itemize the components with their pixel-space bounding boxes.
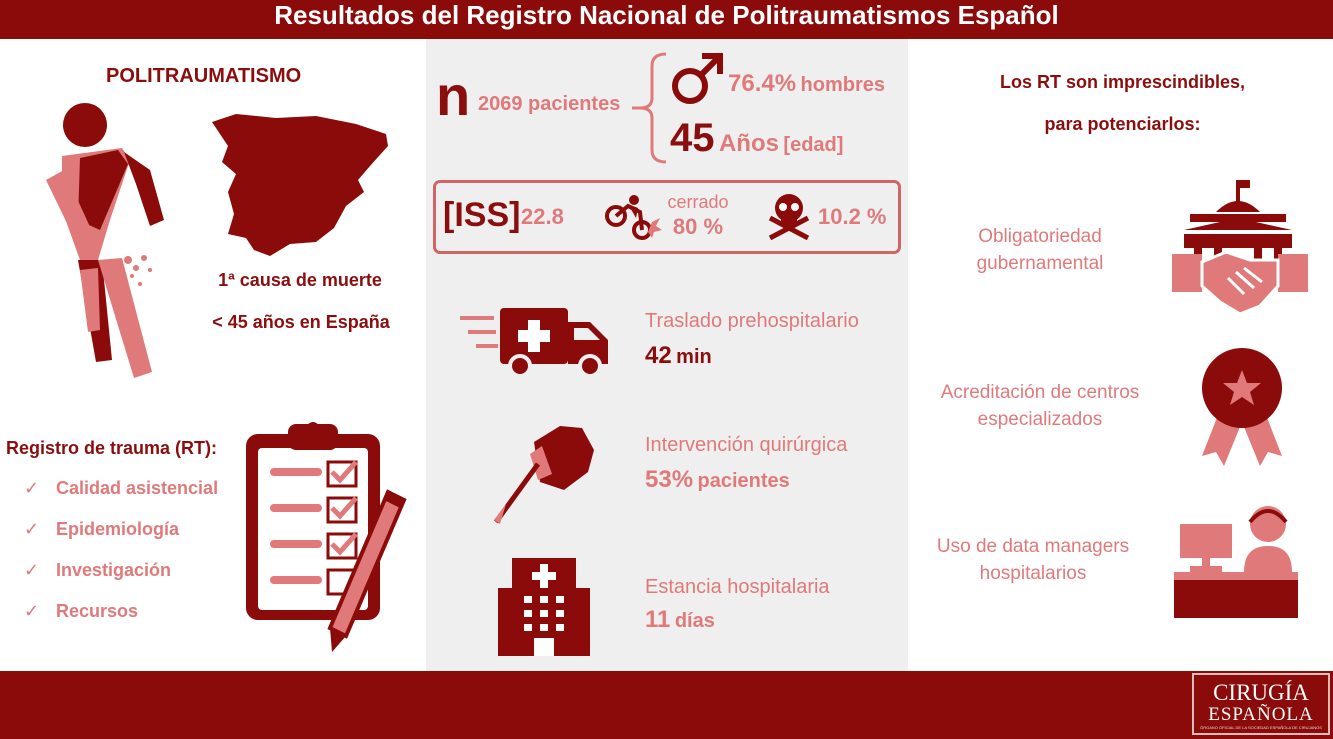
list-item: ✓ Epidemiología — [24, 519, 244, 560]
iss-box — [433, 180, 901, 254]
page-title: Resultados del Registro Nacional de Poli… — [274, 0, 1059, 30]
cause-line-2: < 45 años en España — [212, 312, 390, 332]
n-letter: n — [436, 64, 471, 127]
patients-count: 2069 pacientes — [478, 93, 621, 115]
male-symbol-icon — [672, 53, 723, 104]
item2-line-1: Acreditación de centros — [940, 382, 1140, 403]
check-icon: ✓ — [24, 519, 40, 539]
iss-value: 22.8 — [521, 204, 564, 229]
rt-heading-line-1: Los RT son imprescindibles, — [999, 72, 1246, 92]
stay-stat: 11 días — [645, 606, 715, 634]
registry-item-label: Calidad asistencial — [56, 478, 219, 498]
cause-line-1: 1ª causa de muerte — [218, 270, 382, 290]
male-label: hombres — [800, 74, 885, 96]
logo-subtitle: ÓRGANO OFICIAL DE LA SOCIEDAD ESPAÑOLA D… — [1200, 725, 1322, 730]
government-handshake-icon — [1172, 180, 1308, 316]
rt-heading-line-2: para potenciarlos: — [1044, 114, 1201, 134]
closed-value: 80 % — [672, 214, 724, 239]
item2-line-2: especializados — [977, 409, 1103, 430]
injured-person-icon — [46, 103, 164, 378]
transfer-stat: 42 min — [645, 342, 712, 370]
journal-logo: CIRUGÍA ESPAÑOLA ÓRGANO OFICIAL DE LA SO… — [1192, 673, 1330, 735]
skull-crossbones-icon — [768, 194, 810, 240]
stay-unit: días — [674, 610, 715, 632]
registry-list: ✓ Calidad asistencial ✓ Epidemiología ✓ Inv… — [24, 478, 244, 642]
transfer-unit: min — [676, 346, 712, 368]
closed-label: cerrado — [667, 192, 729, 212]
list-item: ✓ Calidad asistencial — [24, 478, 244, 519]
item1-line-1: Obligatoriedad — [978, 226, 1102, 247]
surgery-label: Intervención quirúrgica — [645, 434, 848, 456]
age-stat: 45 Años [edad] — [670, 116, 843, 161]
mortality-value: 10.2 % — [818, 204, 887, 229]
check-icon: ✓ — [24, 601, 40, 621]
age-note: [edad] — [783, 134, 844, 156]
surgery-value: 53% — [645, 466, 694, 493]
footer-bar — [0, 671, 1333, 739]
title-bar — [0, 0, 1333, 39]
registry-item-label: Investigación — [56, 560, 172, 580]
pencil-icon — [327, 489, 407, 652]
check-icon: ✓ — [24, 560, 40, 580]
item1-line-2: gubernamental — [976, 253, 1104, 274]
stay-label: Estancia hospitalaria — [645, 576, 830, 598]
transfer-value: 42 — [645, 342, 672, 369]
logo-line-1: CIRUGÍA — [1213, 680, 1309, 705]
list-item: ✓ Recursos — [24, 601, 244, 642]
check-icon: ✓ — [24, 478, 40, 498]
surgery-stat: 53% pacientes — [645, 466, 790, 494]
data-manager-desk-icon — [1174, 506, 1298, 618]
male-percent: 76.4% — [728, 70, 797, 97]
registry-item-label: Recursos — [56, 601, 139, 621]
politrauma-heading: POLITRAUMATISMO — [106, 65, 302, 87]
transfer-label: Traslado prehospitalario — [645, 310, 859, 332]
male-stat: 76.4% hombres — [728, 70, 885, 98]
scalpel-hand-icon — [493, 426, 594, 524]
item3-line-2: hospitalarios — [979, 563, 1087, 584]
item3-line-1: Uso de data managers — [936, 536, 1130, 557]
age-value: 45 — [670, 116, 715, 160]
list-item: ✓ Investigación — [24, 560, 244, 601]
spain-map-icon — [212, 114, 388, 256]
clipboard-checklist-icon — [246, 422, 380, 620]
award-ribbon-icon — [1202, 348, 1282, 466]
registry-item-label: Epidemiología — [56, 519, 180, 539]
brace-icon — [632, 52, 667, 164]
stay-value: 11 — [645, 606, 671, 633]
registry-heading: Registro de trauma (RT): — [6, 438, 218, 458]
ambulance-icon — [460, 308, 608, 378]
iss-label: [ISS] — [443, 196, 521, 234]
hospital-building-icon — [498, 558, 590, 656]
logo-line-2: ESPAÑOLA — [1208, 704, 1314, 725]
age-label: Años — [718, 130, 779, 157]
surgery-unit: pacientes — [697, 470, 790, 492]
motorcycle-crash-icon — [605, 195, 662, 240]
